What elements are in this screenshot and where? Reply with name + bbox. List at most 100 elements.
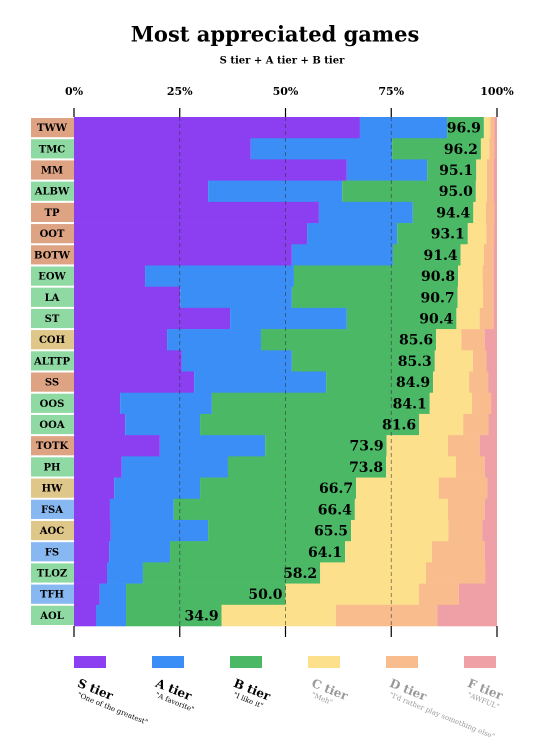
bar-segment: [479, 435, 497, 457]
category-label: AOL: [39, 611, 64, 622]
bar-segment: [74, 159, 347, 181]
category-label: AOC: [39, 526, 64, 537]
bar-segment: [74, 201, 319, 224]
bar-segment: [494, 201, 497, 224]
bar-segment: [74, 604, 96, 627]
bar-segment: [412, 201, 474, 224]
bar-segment: [397, 223, 468, 245]
legend-swatch: [74, 656, 106, 668]
bar-segment: [291, 286, 458, 309]
category-label-box: [31, 563, 74, 583]
bar-segment: [484, 456, 497, 478]
bar-segment: [126, 583, 286, 606]
bar-segment: [250, 138, 393, 160]
bar-segment: [483, 244, 494, 266]
bar-segment: [447, 498, 485, 521]
total-label: 94.4: [436, 205, 470, 221]
bar-segment: [74, 371, 195, 394]
bar-segment: [457, 286, 484, 309]
category-label: BOTW: [34, 250, 71, 261]
bar-segment: [456, 307, 480, 330]
bar-segment: [429, 392, 473, 415]
x-tick-label: 0%: [65, 85, 84, 98]
bar-segment: [359, 117, 448, 139]
bar-segment: [438, 477, 488, 500]
bar-segment: [483, 286, 494, 309]
total-label: 96.9: [447, 121, 481, 137]
bar-segment: [493, 180, 497, 203]
category-label-box: [31, 139, 74, 159]
category-label-box: [31, 351, 74, 371]
bar-segment: [486, 159, 494, 181]
total-label: 84.1: [393, 396, 427, 412]
bar-segment: [326, 371, 434, 394]
bar-segment: [167, 329, 261, 351]
bar-segment: [461, 329, 485, 351]
bar-segment: [480, 138, 490, 160]
legend-swatch: [152, 656, 184, 668]
bar-segment: [484, 329, 497, 351]
bar-segment: [351, 519, 449, 542]
total-label: 73.8: [349, 460, 383, 476]
bar-segment: [489, 138, 495, 160]
category-label-box: [31, 287, 74, 307]
bar-segment: [121, 456, 228, 478]
bar-segment: [74, 498, 110, 521]
category-label: LA: [45, 293, 60, 304]
bar-segment: [227, 456, 387, 478]
category-label-box: [31, 605, 74, 625]
bar-segment: [200, 413, 420, 436]
bar-segment: [74, 541, 110, 563]
total-label: 85.3: [398, 354, 432, 370]
bar-segment: [159, 435, 266, 457]
category-label-box: [31, 478, 74, 498]
bar-segment: [437, 604, 497, 627]
bar-segment: [74, 180, 209, 203]
category-label: ALTTP: [33, 356, 71, 367]
category-label-box: [31, 160, 74, 180]
legend-swatch: [386, 656, 418, 668]
category-label: PH: [44, 462, 61, 473]
total-label: 50.0: [248, 587, 282, 603]
bar-segment: [473, 201, 487, 224]
category-label: OOT: [40, 229, 65, 240]
bar-segment: [493, 159, 497, 181]
category-label: ALBW: [34, 187, 70, 198]
bar-segment: [74, 562, 107, 584]
total-label: 90.8: [421, 269, 455, 285]
bar-segment: [335, 604, 438, 627]
bar-segment: [483, 117, 491, 139]
bar-segment: [494, 117, 497, 139]
total-label: 66.4: [318, 502, 352, 518]
x-tick-label: 25%: [167, 85, 193, 98]
bar-segment: [472, 392, 492, 415]
bar-segment: [447, 117, 484, 139]
bar-segment: [485, 562, 497, 584]
category-label-box: [31, 118, 74, 138]
bar-segment: [74, 286, 181, 309]
bar-segment: [434, 350, 473, 372]
bar-segment: [486, 201, 495, 224]
bar-segment: [447, 435, 480, 457]
bar-segment: [490, 117, 495, 139]
category-label: COH: [39, 335, 65, 346]
bar-segment: [488, 413, 497, 436]
bar-segment: [74, 456, 122, 478]
total-label: 90.7: [421, 290, 455, 306]
total-label: 64.1: [308, 545, 342, 561]
bar-segment: [74, 392, 121, 415]
category-label-box: [31, 499, 74, 519]
bar-segment: [458, 265, 483, 287]
legend-swatch: [308, 656, 340, 668]
category-label: TMC: [39, 144, 66, 155]
category-label-box: [31, 266, 74, 286]
bar-segment: [386, 435, 448, 457]
chart-subtitle: S tier + A tier + B tier: [220, 56, 345, 67]
category-label-box: [31, 393, 74, 413]
legend-entry: B tier"I like it": [232, 676, 273, 710]
bar-segment: [194, 371, 327, 394]
bar-segment: [479, 307, 494, 330]
bar-segment: [120, 392, 212, 415]
bar-segment: [484, 498, 497, 521]
